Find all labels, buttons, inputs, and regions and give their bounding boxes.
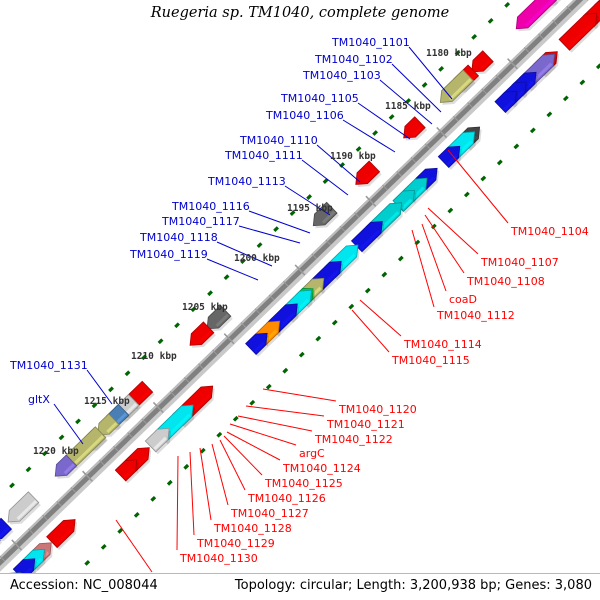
- gene-label[interactable]: argC: [299, 447, 325, 460]
- scale-tick-label: 1180 kbp: [426, 48, 472, 59]
- gene-label[interactable]: TM1040_1120: [339, 403, 417, 416]
- gene-label[interactable]: TM1040_1113: [208, 175, 286, 188]
- gene-label[interactable]: TM1040_1114: [404, 338, 482, 351]
- gene-feature[interactable]: [0, 529, 3, 553]
- label-leader-lines: [53, 46, 509, 573]
- gene-label[interactable]: TM1040_1125: [265, 477, 343, 490]
- gene-label[interactable]: TM1040_1104: [511, 225, 589, 238]
- gene-label[interactable]: TM1040_1107: [481, 256, 559, 269]
- gene-label[interactable]: TM1040_1102: [315, 53, 393, 66]
- gene-label[interactable]: TM1040_1127: [231, 507, 309, 520]
- gene-label[interactable]: TM1040_1118: [140, 231, 218, 244]
- gene-label[interactable]: TM1040_1116: [172, 200, 250, 213]
- gene-feature[interactable]: [312, 201, 340, 229]
- gene-feature[interactable]: [114, 459, 139, 484]
- gene-label[interactable]: TM1040_1111: [225, 149, 303, 162]
- gene-label[interactable]: TM1040_1108: [467, 275, 545, 288]
- gene-feature[interactable]: [97, 413, 122, 438]
- gene-feature[interactable]: [437, 145, 462, 170]
- gene-label[interactable]: TM1040_1129: [197, 537, 275, 550]
- gene-feature[interactable]: [403, 116, 428, 141]
- gene-feature[interactable]: [245, 332, 270, 357]
- gene-label[interactable]: TM1040_1121: [327, 418, 405, 431]
- gene-feature[interactable]: [355, 160, 382, 187]
- gene-feature[interactable]: [494, 90, 519, 115]
- scale-tick-label: 1200 kbp: [234, 253, 280, 264]
- gene-feature[interactable]: [471, 50, 496, 75]
- gene-feature[interactable]: [189, 321, 216, 348]
- scale-tick-label: 1185 kbp: [385, 101, 431, 112]
- gene-label[interactable]: TM1040_1130: [180, 552, 258, 565]
- gene-label[interactable]: TM1040_1128: [214, 522, 292, 535]
- gene-label[interactable]: TM1040_1131: [10, 359, 88, 372]
- gene-label[interactable]: gltX: [28, 393, 50, 406]
- accession-text: Accession: NC_008044: [10, 578, 158, 593]
- scale-tick-label: 1190 kbp: [330, 151, 376, 162]
- gene-label[interactable]: TM1040_1126: [248, 492, 326, 505]
- gene-feature[interactable]: [0, 517, 14, 542]
- topology-text: Topology: circular; Length: 3,200,938 bp…: [234, 578, 592, 593]
- gene-label[interactable]: TM1040_1112: [437, 309, 515, 322]
- gene-label[interactable]: TM1040_1117: [162, 215, 240, 228]
- gene-feature[interactable]: [558, 12, 599, 53]
- gene-label[interactable]: TM1040_1105: [281, 92, 359, 105]
- gene-feature[interactable]: [206, 304, 233, 332]
- gene-label[interactable]: TM1040_1103: [303, 69, 381, 82]
- gene-label[interactable]: TM1040_1106: [266, 109, 344, 122]
- gene-feature[interactable]: [65, 426, 108, 469]
- gene-label[interactable]: TM1040_1122: [315, 433, 393, 446]
- scale-tick-label: 1220 kbp: [33, 446, 79, 457]
- gene-feature[interactable]: [350, 221, 385, 255]
- gene-label[interactable]: TM1040_1119: [130, 248, 208, 261]
- gene-feature[interactable]: [54, 454, 79, 479]
- scale-tick-label: 1210 kbp: [131, 351, 177, 362]
- scale-tick-label: 1195 kbp: [287, 203, 333, 214]
- gene-label[interactable]: TM1040_1115: [392, 354, 470, 367]
- page-title: Ruegeria sp. TM1040, complete genome: [150, 5, 450, 21]
- gene-feature[interactable]: [7, 491, 41, 525]
- gene-feature[interactable]: [46, 519, 78, 551]
- scale-tick-label: 1215 kbp: [84, 396, 130, 407]
- gene-label[interactable]: TM1040_1110: [240, 134, 318, 147]
- scale-tick-label: 1205 kbp: [182, 302, 228, 313]
- gene-label[interactable]: coaD: [449, 293, 477, 306]
- gene-label[interactable]: TM1040_1124: [283, 462, 361, 475]
- gene-feature[interactable]: [144, 427, 172, 455]
- gene-label[interactable]: TM1040_1101: [332, 36, 410, 49]
- gene-feature[interactable]: [515, 0, 559, 32]
- status-bar: Accession: NC_008044 Topology: circular;…: [0, 573, 600, 600]
